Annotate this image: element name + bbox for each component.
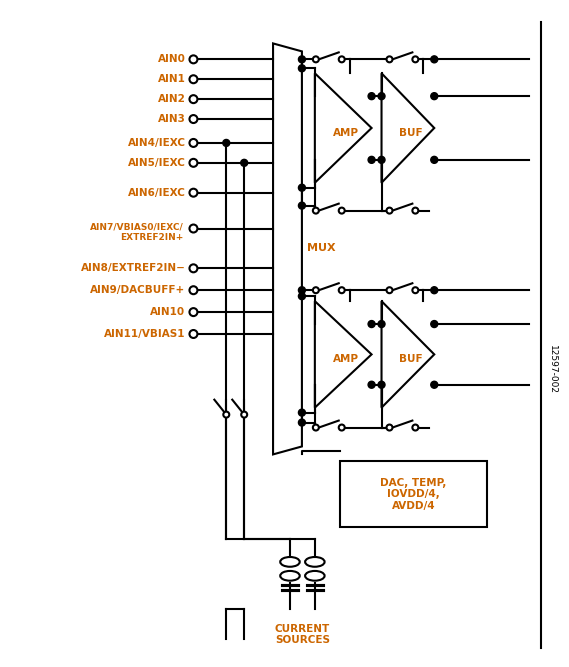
Circle shape: [189, 159, 197, 167]
Circle shape: [431, 93, 438, 99]
Circle shape: [368, 93, 375, 99]
Text: MUX: MUX: [307, 243, 336, 253]
Circle shape: [189, 139, 197, 147]
Circle shape: [368, 156, 375, 163]
Circle shape: [386, 425, 393, 430]
Text: AIN6/IEXC: AIN6/IEXC: [127, 187, 185, 197]
Circle shape: [189, 115, 197, 123]
Text: AMP: AMP: [333, 128, 359, 138]
Circle shape: [386, 207, 393, 213]
Circle shape: [298, 409, 306, 416]
Circle shape: [298, 56, 306, 63]
Text: AIN2: AIN2: [158, 94, 185, 104]
Circle shape: [378, 93, 385, 99]
Text: AIN7/VBIAS0/IEXC/
EXTREF2IN+: AIN7/VBIAS0/IEXC/ EXTREF2IN+: [90, 223, 183, 242]
Circle shape: [313, 287, 319, 293]
Text: AIN1: AIN1: [158, 74, 185, 84]
Circle shape: [413, 287, 418, 293]
Text: AIN10: AIN10: [150, 307, 185, 317]
Text: AIN0: AIN0: [158, 54, 185, 64]
Circle shape: [339, 56, 345, 62]
Circle shape: [313, 207, 319, 213]
Circle shape: [431, 287, 438, 293]
Circle shape: [313, 56, 319, 62]
Circle shape: [189, 286, 197, 294]
Circle shape: [189, 95, 197, 103]
Circle shape: [413, 56, 418, 62]
Text: AIN4/IEXC: AIN4/IEXC: [127, 138, 185, 148]
Circle shape: [386, 56, 393, 62]
Text: AIN3: AIN3: [158, 114, 185, 124]
Circle shape: [313, 425, 319, 430]
Circle shape: [189, 55, 197, 63]
Text: BUF: BUF: [399, 128, 422, 138]
Circle shape: [339, 287, 345, 293]
Circle shape: [189, 225, 197, 233]
Circle shape: [298, 65, 306, 72]
Circle shape: [339, 425, 345, 430]
Circle shape: [339, 207, 345, 213]
Circle shape: [223, 412, 229, 418]
Circle shape: [223, 139, 230, 147]
Circle shape: [241, 412, 247, 418]
Circle shape: [378, 321, 385, 327]
Circle shape: [413, 425, 418, 430]
Circle shape: [298, 202, 306, 209]
Text: BUF: BUF: [399, 354, 422, 364]
Circle shape: [413, 207, 418, 213]
Text: AIN5/IEXC: AIN5/IEXC: [127, 158, 185, 168]
Text: DAC, TEMP,
IOVDD/4,
AVDD/4: DAC, TEMP, IOVDD/4, AVDD/4: [380, 478, 447, 511]
Circle shape: [368, 321, 375, 327]
Circle shape: [386, 287, 393, 293]
Circle shape: [241, 159, 248, 166]
Circle shape: [189, 330, 197, 338]
Circle shape: [298, 419, 306, 426]
Circle shape: [431, 156, 438, 163]
Circle shape: [298, 287, 306, 293]
Text: AMP: AMP: [333, 354, 359, 364]
Circle shape: [431, 321, 438, 327]
Circle shape: [298, 293, 306, 299]
Circle shape: [431, 56, 438, 63]
Circle shape: [431, 382, 438, 388]
Circle shape: [189, 75, 197, 83]
Circle shape: [298, 184, 306, 191]
Circle shape: [189, 308, 197, 316]
Text: AIN11/VBIAS1: AIN11/VBIAS1: [104, 329, 185, 339]
Circle shape: [189, 189, 197, 197]
Text: CURRENT
SOURCES: CURRENT SOURCES: [275, 624, 330, 645]
Text: AIN9/DACBUFF+: AIN9/DACBUFF+: [90, 285, 185, 295]
Text: AIN8/EXTREF2IN−: AIN8/EXTREF2IN−: [81, 263, 185, 273]
Circle shape: [378, 382, 385, 388]
Circle shape: [189, 264, 197, 272]
Bar: [340, 462, 487, 527]
Circle shape: [378, 156, 385, 163]
Circle shape: [368, 382, 375, 388]
Text: 12597-002: 12597-002: [548, 346, 557, 394]
